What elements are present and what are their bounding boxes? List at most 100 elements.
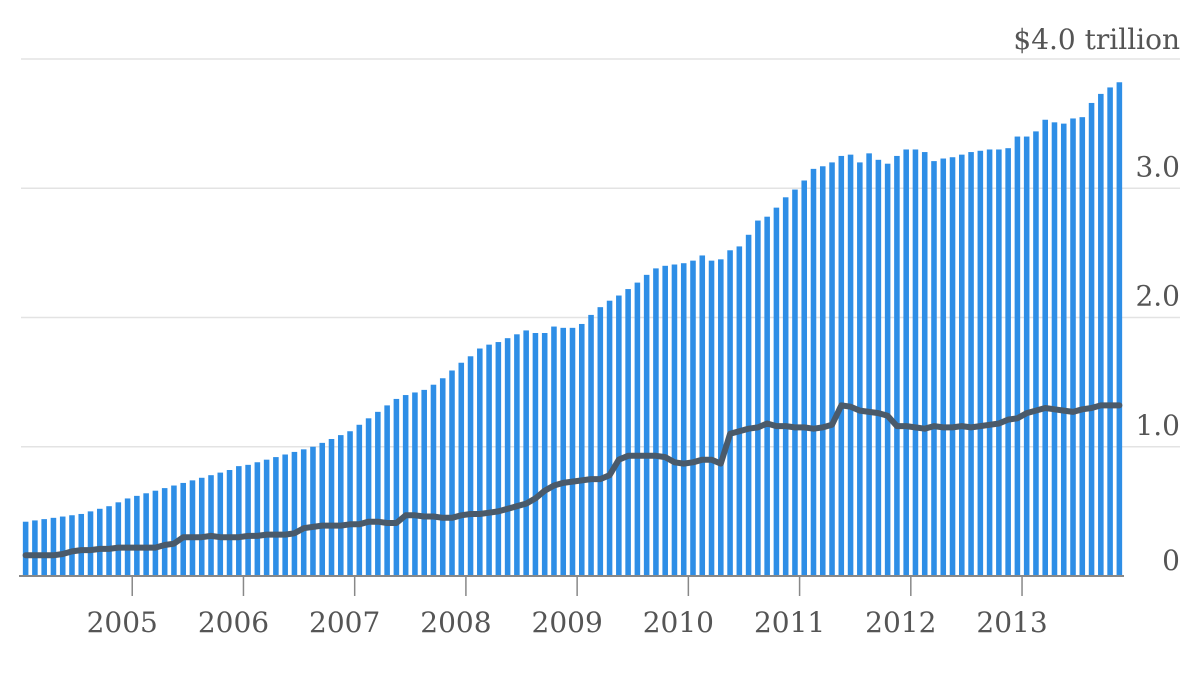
bar [671, 264, 678, 576]
bar [78, 513, 85, 576]
bar [773, 207, 780, 576]
bar [347, 431, 353, 576]
bar [801, 180, 808, 576]
y-tick-label: 2.0 [1135, 280, 1180, 313]
bar [495, 342, 502, 576]
bar [662, 265, 668, 576]
bar [189, 480, 196, 576]
bar [625, 289, 631, 576]
y-tick-label: 0 [1162, 544, 1180, 577]
bar [393, 398, 400, 576]
bar [597, 307, 604, 576]
line-series [22, 402, 1123, 559]
x-tick-label: 2013 [976, 606, 1047, 639]
bar [977, 150, 984, 576]
bar [356, 424, 363, 576]
bar [1042, 119, 1048, 576]
bar [1014, 136, 1021, 577]
bar [690, 260, 696, 576]
bar [903, 149, 909, 576]
bar [560, 327, 567, 576]
bar [1088, 102, 1095, 576]
x-tick-label: 2012 [865, 606, 936, 639]
bar [1079, 117, 1086, 576]
bar [458, 362, 465, 576]
bar [421, 389, 427, 576]
bar [319, 442, 326, 576]
bar [384, 405, 390, 576]
bar [810, 168, 817, 577]
bar [337, 435, 344, 576]
bar [857, 162, 863, 576]
bar [41, 519, 47, 576]
bar [32, 520, 38, 576]
bar [449, 370, 455, 576]
bar [940, 158, 947, 576]
bar [152, 490, 159, 576]
bar [115, 502, 122, 576]
bar [523, 330, 529, 576]
bar [1060, 123, 1067, 576]
bar [921, 152, 928, 576]
x-tick-label: 2010 [643, 606, 714, 639]
bar [477, 348, 483, 576]
bar [838, 155, 845, 576]
bar [106, 506, 112, 576]
bar [894, 155, 900, 576]
bar [291, 451, 298, 576]
x-tick-label: 2008 [420, 606, 491, 639]
bar [486, 344, 492, 576]
bar [949, 157, 956, 577]
bar [829, 162, 835, 576]
bar [718, 259, 724, 576]
bar [467, 356, 474, 576]
bar [986, 149, 993, 576]
bar [263, 459, 270, 576]
y-axis-labels: 0 1.0 2.0 3.0 $4.0 trillion [1013, 23, 1180, 577]
bar [69, 515, 75, 576]
bar [616, 295, 622, 576]
bar [996, 149, 1002, 576]
x-tick-label: 2006 [198, 606, 269, 639]
bar [1107, 87, 1113, 576]
bar [782, 197, 789, 577]
bar [708, 260, 715, 576]
bar [430, 384, 437, 576]
line-path [22, 402, 1123, 559]
bar [1098, 93, 1104, 577]
bar [680, 263, 687, 576]
bar [847, 154, 854, 576]
bar [134, 495, 140, 576]
bar [412, 392, 418, 576]
bar [124, 498, 131, 576]
bar [226, 470, 233, 576]
bar [254, 462, 261, 576]
bar [1051, 122, 1058, 577]
bar [959, 154, 965, 576]
bar [551, 326, 557, 576]
x-axis [19, 575, 1124, 596]
bar [653, 268, 659, 576]
bar [588, 314, 594, 576]
bar [217, 472, 224, 576]
bar [1033, 131, 1039, 576]
bar [931, 161, 937, 577]
bar [1005, 148, 1011, 576]
bar [208, 475, 214, 576]
x-tick-label: 2011 [754, 606, 825, 639]
bar [161, 488, 168, 576]
bar [1070, 118, 1076, 576]
bar [439, 378, 446, 576]
bar [819, 166, 826, 576]
bar [504, 338, 511, 576]
bar [245, 464, 251, 576]
bar [375, 411, 381, 576]
x-axis-labels: 2005 2006 2007 2008 2009 2010 2011 2012 2013 [87, 606, 1048, 639]
bar [310, 446, 316, 576]
y-tick-label: 3.0 [1135, 150, 1180, 183]
bar [606, 300, 613, 576]
bar [180, 482, 186, 576]
bar [171, 485, 177, 576]
bar [402, 395, 409, 576]
